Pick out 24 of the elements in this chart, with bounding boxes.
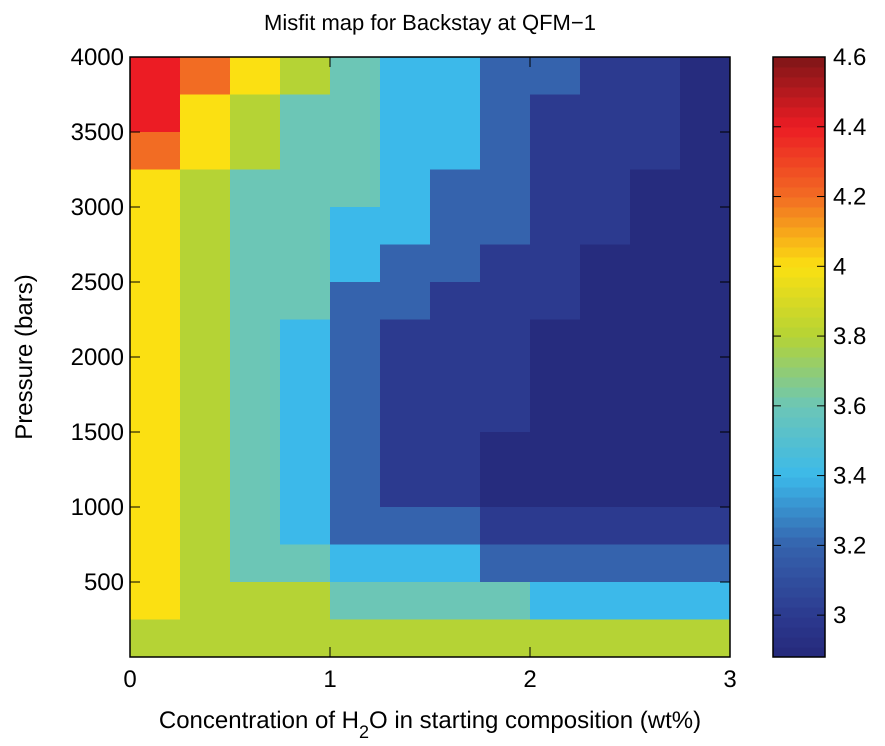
color-bar-label: 3.4 xyxy=(833,462,866,490)
color-bar-label: 3 xyxy=(833,602,846,630)
color-bar-label: 3.2 xyxy=(833,532,866,560)
color-bar-label: 4.2 xyxy=(833,184,866,211)
color-bar-label: 3.6 xyxy=(833,392,866,420)
y-tick-label: 3000 xyxy=(70,194,124,221)
x-tick-label: 1 xyxy=(323,666,337,693)
color-bar-label: 3.8 xyxy=(833,323,866,350)
x-tick-label: 3 xyxy=(723,666,737,693)
y-axis-title: Pressure (bars) xyxy=(11,274,38,440)
y-tick-label: 500 xyxy=(84,569,124,596)
y-tick-label: 1500 xyxy=(70,419,124,446)
color-bar-label: 4.4 xyxy=(833,114,866,141)
x-axis-title: Concentration of H$_{2}$O in starting composition (wt%) xyxy=(158,707,702,742)
x-tick-label: 2 xyxy=(523,666,537,693)
y-tick-label: 1000 xyxy=(70,494,124,521)
y-tick-label: 4000 xyxy=(70,44,124,71)
color-bar-label: 4.6 xyxy=(833,44,866,71)
y-tick-label: 2000 xyxy=(70,344,124,371)
x-tick-label: 0 xyxy=(123,666,137,693)
chart-title: Misfit map for Backstay at QFM−1 xyxy=(264,10,596,35)
y-tick-label: 2500 xyxy=(70,269,124,296)
color-bar-label: 4 xyxy=(833,253,846,280)
y-tick-label: 3500 xyxy=(70,119,124,146)
